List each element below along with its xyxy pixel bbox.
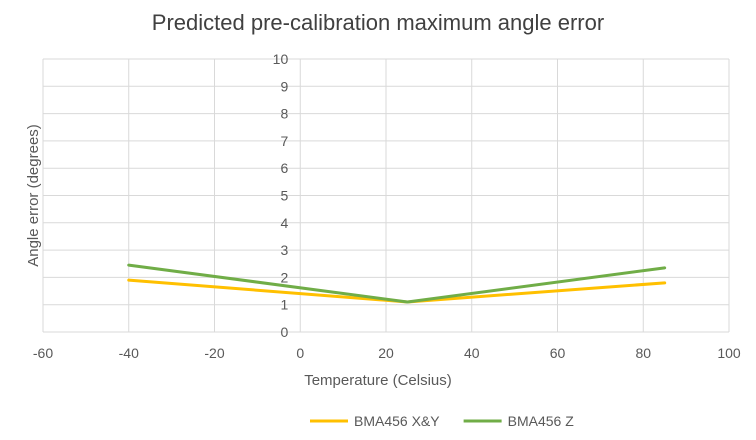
x-tick-label: -40 xyxy=(119,345,139,361)
legend-label: BMA456 X&Y xyxy=(354,413,440,429)
x-tick-label: 40 xyxy=(464,345,480,361)
x-tick-label: -20 xyxy=(204,345,224,361)
series-line xyxy=(127,263,667,304)
y-tick-label: 1 xyxy=(280,297,288,313)
x-tick-label: 60 xyxy=(550,345,566,361)
x-tick-label: -60 xyxy=(33,345,53,361)
legend-label: BMA456 Z xyxy=(508,413,575,429)
x-tick-label: 20 xyxy=(378,345,394,361)
y-tick-label: 6 xyxy=(280,160,288,176)
y-tick-label: 2 xyxy=(280,269,288,285)
x-tick-label: 100 xyxy=(717,345,741,361)
y-tick-label: 7 xyxy=(280,133,288,149)
y-tick-label: 9 xyxy=(280,78,288,94)
x-tick-label: 0 xyxy=(296,345,304,361)
x-tick-label: 80 xyxy=(635,345,651,361)
x-axis-label: Temperature (Celsius) xyxy=(304,372,452,389)
y-tick-label: 4 xyxy=(280,215,288,231)
y-tick-label: 10 xyxy=(273,51,289,67)
chart-title: Predicted pre-calibration maximum angle … xyxy=(151,10,605,35)
y-tick-label: 0 xyxy=(280,324,288,340)
series-line xyxy=(127,278,667,304)
y-tick-label: 5 xyxy=(280,188,288,204)
y-axis-label: Angle error (degrees) xyxy=(25,124,42,267)
y-tick-label: 3 xyxy=(280,242,288,258)
y-tick-label: 8 xyxy=(280,106,288,122)
